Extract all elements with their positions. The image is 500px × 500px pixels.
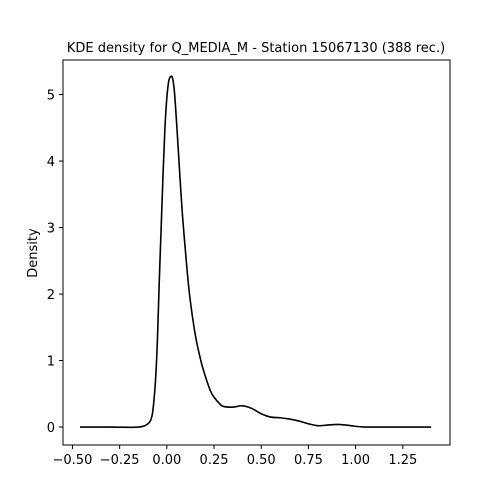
x-axis-ticks: −0.50 −0.25 0.00 0.25 0.50 0.75 1.00 1.25 (53, 445, 418, 468)
x-tick-label: −0.50 (53, 453, 93, 468)
x-tick-label: 0.00 (152, 453, 181, 468)
plot-area (63, 60, 450, 445)
x-tick-label: 0.25 (200, 453, 229, 468)
y-tick-label: 1 (47, 355, 55, 370)
y-tick-label: 4 (47, 155, 55, 170)
x-tick-label: −0.25 (100, 453, 140, 468)
y-tick-label: 3 (47, 222, 55, 237)
x-tick-label: 1.00 (341, 453, 370, 468)
density-line (80, 76, 431, 427)
y-axis-label: Density (26, 228, 41, 278)
y-tick-label: 2 (47, 288, 55, 303)
x-tick-label: 0.75 (294, 453, 323, 468)
y-axis-ticks: 0 1 2 3 4 5 (47, 89, 63, 436)
y-tick-label: 0 (47, 421, 55, 436)
chart-title: KDE density for Q_MEDIA_M - Station 1506… (67, 41, 445, 56)
x-tick-label: 1.25 (388, 453, 417, 468)
x-tick-label: 0.50 (247, 453, 276, 468)
y-tick-label: 5 (47, 89, 55, 104)
